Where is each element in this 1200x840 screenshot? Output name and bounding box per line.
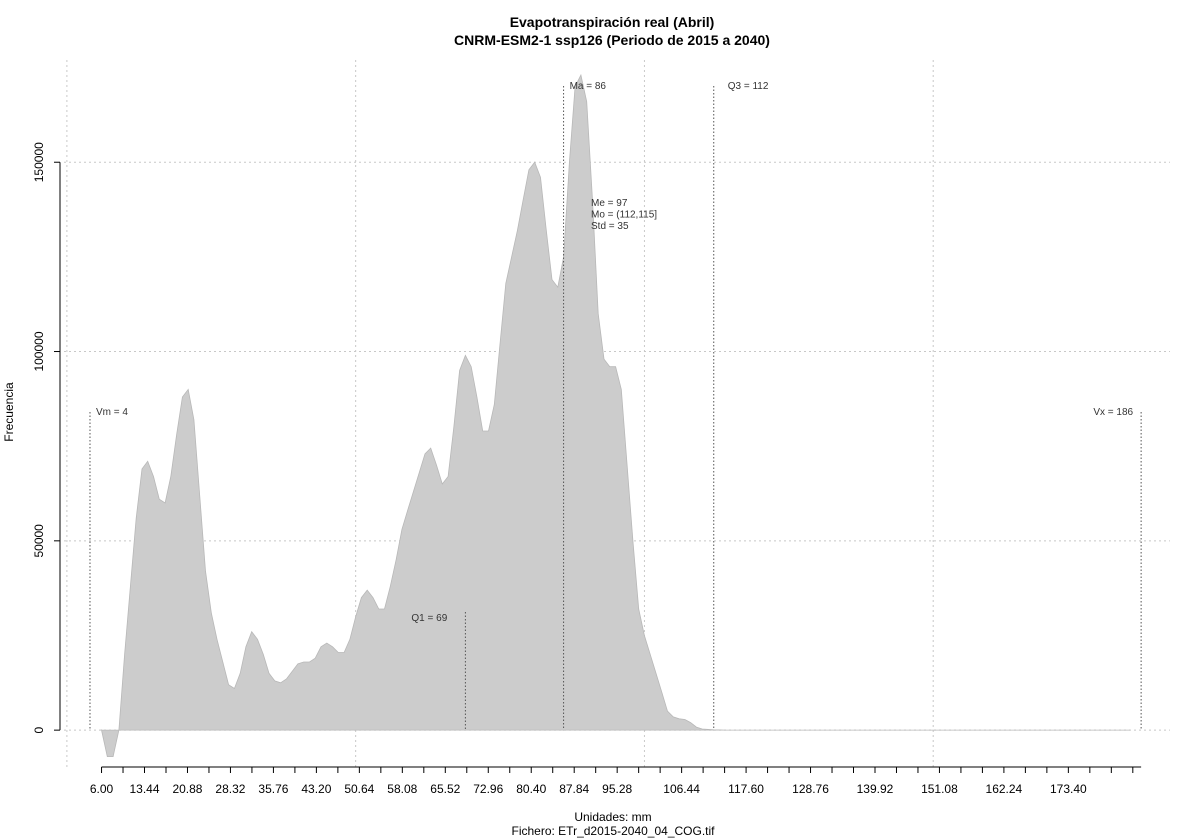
annotation-label: Vx = 186 (1093, 407, 1133, 418)
x-tick-label: 162.24 (986, 782, 1023, 796)
stats-line: Mo = (112,115] (591, 210, 657, 221)
y-tick-label: 50000 (32, 524, 46, 558)
x-tick-label: 43.20 (301, 782, 331, 796)
y-axis: 0 50000 100000 150000 (32, 142, 61, 733)
annotation-layer: Vm = 4 Q1 = 69 Ma = 86 Q3 = 112 Vx = 186 (89, 81, 1142, 731)
x-tick-label: 139.92 (857, 782, 894, 796)
annotation-label: Q1 = 69 (411, 613, 447, 624)
x-tick-label: 35.76 (258, 782, 288, 796)
area-layer (100, 73, 1131, 757)
x-tick-label: 80.40 (516, 782, 546, 796)
x-tick-label: 87.84 (559, 782, 589, 796)
x-tick-label: 28.32 (215, 782, 245, 796)
x-axis-label: Unidades: mm (574, 810, 651, 824)
x-tick-label: 58.08 (387, 782, 417, 796)
y-tick-label: 150000 (32, 142, 46, 182)
x-tick-label: 72.96 (473, 782, 503, 796)
chart-title: Evapotranspiración real (Abril) (510, 14, 715, 30)
x-tick-label: 6.00 (90, 782, 114, 796)
x-tick-label: 20.88 (172, 782, 202, 796)
x-tick-label: 151.08 (921, 782, 958, 796)
chart-subtitle: CNRM-ESM2-1 ssp126 (Periodo de 2015 a 20… (454, 32, 770, 48)
frequency-area (100, 73, 1131, 757)
stats-line: Me = 97 (591, 198, 628, 209)
x-axis: 6.00 13.44 20.88 28.32 35.76 43.20 50.64 58.08 6… (90, 766, 1142, 796)
x-tick-label: 50.64 (344, 782, 374, 796)
annotation-label: Vm = 4 (96, 407, 128, 418)
x-tick-label: 128.76 (792, 782, 829, 796)
x-tick-label: 95.28 (602, 782, 632, 796)
annotation-label: Q3 = 112 (728, 81, 769, 92)
y-axis-label: Frecuencia (2, 382, 16, 442)
x-tick-label: 65.52 (430, 782, 460, 796)
stats-line: Std = 35 (591, 221, 629, 232)
y-tick-label: 100000 (32, 331, 46, 371)
x-tick-label: 173.40 (1050, 782, 1087, 796)
annotation-label: Ma = 86 (570, 81, 607, 92)
x-tick-label: 117.60 (728, 782, 764, 796)
y-tick-label: 0 (32, 726, 46, 733)
x-tick-label: 13.44 (129, 782, 159, 796)
x-tick-label: 106.44 (663, 782, 700, 796)
footer-filename: Fichero: ETr_d2015-2040_04_COG.tif (512, 824, 716, 838)
